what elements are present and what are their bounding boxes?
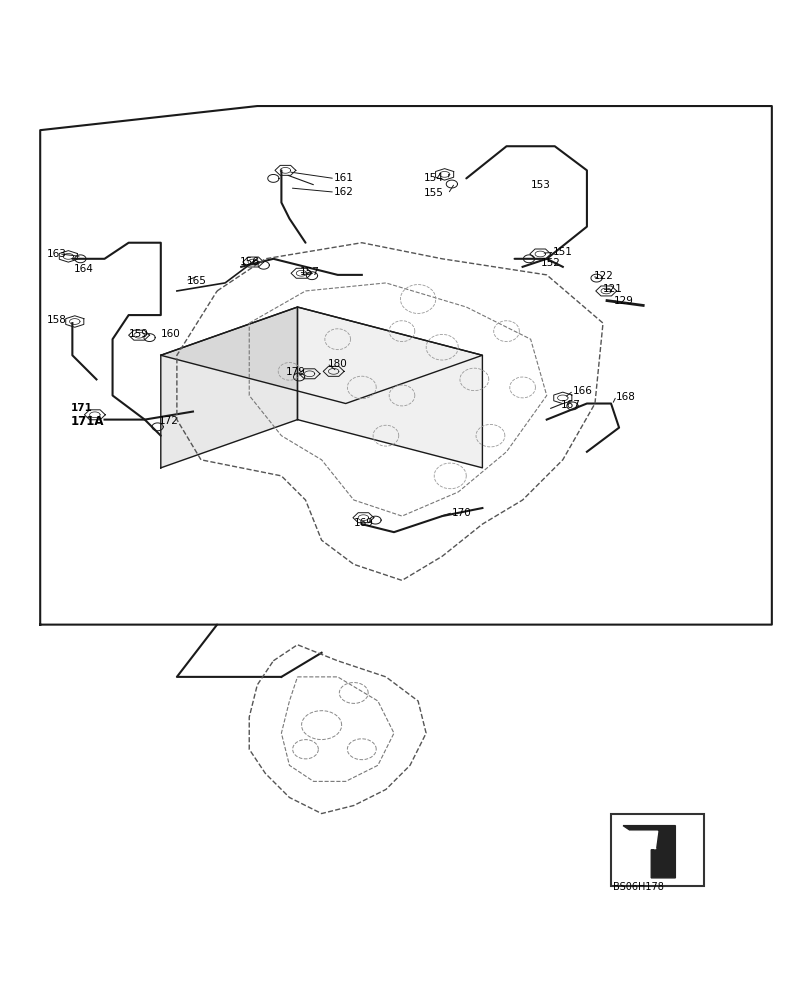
Text: 169: 169: [353, 518, 373, 528]
Text: 152: 152: [540, 258, 560, 268]
Text: 163: 163: [47, 249, 67, 259]
Text: 159: 159: [128, 329, 149, 339]
Polygon shape: [622, 826, 675, 878]
Polygon shape: [161, 307, 297, 468]
Bar: [614, 818, 699, 882]
Text: 151: 151: [552, 247, 573, 257]
Text: 167: 167: [560, 400, 581, 410]
Text: 155: 155: [423, 188, 443, 198]
Text: BS06H178: BS06H178: [612, 882, 662, 892]
Polygon shape: [161, 307, 482, 404]
Text: 162: 162: [333, 187, 353, 197]
Text: 121: 121: [602, 284, 622, 294]
Text: 179: 179: [286, 367, 306, 377]
Text: 153: 153: [530, 180, 550, 190]
Polygon shape: [629, 831, 657, 849]
Text: 161: 161: [333, 173, 353, 183]
Text: 154: 154: [423, 173, 443, 183]
Text: 122: 122: [593, 271, 613, 281]
Bar: [610, 814, 703, 886]
Text: 166: 166: [572, 386, 592, 396]
Text: 168: 168: [615, 392, 635, 402]
Polygon shape: [297, 307, 482, 468]
Text: 171: 171: [71, 403, 92, 413]
Text: 156: 156: [239, 257, 259, 267]
Text: 180: 180: [328, 359, 348, 369]
Text: 165: 165: [186, 276, 206, 286]
Text: 172: 172: [159, 416, 179, 426]
Text: 157: 157: [300, 267, 320, 277]
Text: 171A: 171A: [71, 415, 104, 428]
Text: 160: 160: [161, 329, 181, 339]
Text: 170: 170: [451, 508, 471, 518]
Text: 164: 164: [74, 264, 94, 274]
Text: 129: 129: [613, 296, 633, 306]
Text: 158: 158: [47, 315, 67, 325]
